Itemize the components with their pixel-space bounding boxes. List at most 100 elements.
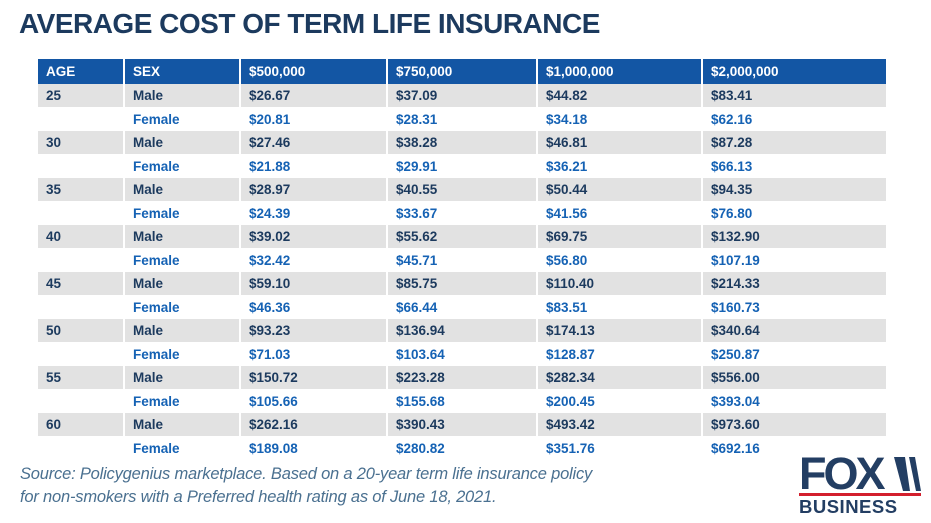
logo-fox-text: FOX (799, 448, 885, 499)
sex-cell: Male (125, 178, 241, 202)
table-row: Female $71.03 $103.64 $128.87 $250.87 (38, 342, 886, 366)
sex-cell: Male (125, 272, 241, 296)
sex-cell: Female (125, 201, 241, 225)
price-cell-750k: $29.91 (388, 154, 538, 178)
price-cell-1m: $56.80 (538, 248, 703, 272)
price-cell-750k: $45.71 (388, 248, 538, 272)
sex-cell: Female (125, 295, 241, 319)
table-header-row: AGE SEX $500,000 $750,000 $1,000,000 $2,… (38, 59, 886, 84)
price-cell-1m: $50.44 (538, 178, 703, 202)
table-row: 35 Male $28.97 $40.55 $50.44 $94.35 (38, 178, 886, 202)
price-cell-500k: $21.88 (241, 154, 388, 178)
price-cell-750k: $28.31 (388, 107, 538, 131)
price-cell-500k: $32.42 (241, 248, 388, 272)
price-cell-2m: $556.00 (703, 366, 886, 390)
price-cell-1m: $282.34 (538, 366, 703, 390)
price-cell-1m: $69.75 (538, 225, 703, 249)
age-cell (38, 248, 125, 272)
price-cell-500k: $71.03 (241, 342, 388, 366)
price-cell-500k: $24.39 (241, 201, 388, 225)
price-cell-1m: $174.13 (538, 319, 703, 343)
price-cell-750k: $66.44 (388, 295, 538, 319)
source-note: Source: Policygenius marketplace. Based … (20, 465, 593, 507)
table-row: 40 Male $39.02 $55.62 $69.75 $132.90 (38, 225, 886, 249)
price-cell-1m: $493.42 (538, 413, 703, 437)
fox-business-logo: FOX BUSINESS (799, 448, 921, 518)
page-title: AVERAGE COST OF TERM LIFE INSURANCE (19, 8, 600, 39)
table-row: 55 Male $150.72 $223.28 $282.34 $556.00 (38, 366, 886, 390)
price-cell-500k: $27.46 (241, 131, 388, 155)
price-cell-1m: $46.81 (538, 131, 703, 155)
price-cell-2m: $87.28 (703, 131, 886, 155)
price-cell-2m: $132.90 (703, 225, 886, 249)
table-row: Female $189.08 $280.82 $351.76 $692.16 (38, 436, 886, 460)
age-cell: 55 (38, 366, 125, 390)
price-cell-2m: $94.35 (703, 178, 886, 202)
sex-cell: Female (125, 389, 241, 413)
price-cell-1m: $44.82 (538, 84, 703, 108)
price-cell-750k: $223.28 (388, 366, 538, 390)
price-cell-2m: $692.16 (703, 436, 886, 460)
price-cell-2m: $340.64 (703, 319, 886, 343)
price-cell-500k: $150.72 (241, 366, 388, 390)
table-row: 25 Male $26.67 $37.09 $44.82 $83.41 (38, 84, 886, 108)
logo-top-row: FOX (799, 448, 921, 499)
price-cell-500k: $105.66 (241, 389, 388, 413)
age-cell: 60 (38, 413, 125, 437)
price-cell-2m: $66.13 (703, 154, 886, 178)
sex-cell: Male (125, 413, 241, 437)
sex-cell: Female (125, 436, 241, 460)
price-cell-2m: $62.16 (703, 107, 886, 131)
price-cell-750k: $155.68 (388, 389, 538, 413)
header-cell-1m: $1,000,000 (538, 59, 703, 84)
price-cell-500k: $39.02 (241, 225, 388, 249)
price-cell-750k: $85.75 (388, 272, 538, 296)
header-cell-500k: $500,000 (241, 59, 388, 84)
header-cell-sex: SEX (125, 59, 241, 84)
sex-cell: Male (125, 131, 241, 155)
price-cell-1m: $36.21 (538, 154, 703, 178)
price-cell-500k: $28.97 (241, 178, 388, 202)
sex-cell: Female (125, 154, 241, 178)
table-body: 25 Male $26.67 $37.09 $44.82 $83.41 Female $20.… (38, 84, 886, 460)
price-cell-750k: $37.09 (388, 84, 538, 108)
table-row: 60 Male $262.16 $390.43 $493.42 $973.60 (38, 413, 886, 437)
price-cell-750k: $390.43 (388, 413, 538, 437)
price-cell-2m: $250.87 (703, 342, 886, 366)
price-cell-500k: $26.67 (241, 84, 388, 108)
age-cell (38, 154, 125, 178)
price-cell-500k: $189.08 (241, 436, 388, 460)
table-header: AGE SEX $500,000 $750,000 $1,000,000 $2,… (38, 59, 886, 84)
age-cell (38, 107, 125, 131)
age-cell (38, 342, 125, 366)
price-cell-500k: $93.23 (241, 319, 388, 343)
logo-business-text: BUSINESS (799, 496, 898, 518)
header-cell-2m: $2,000,000 (703, 59, 886, 84)
age-cell (38, 436, 125, 460)
price-cell-1m: $200.45 (538, 389, 703, 413)
price-cell-500k: $20.81 (241, 107, 388, 131)
table-row: 30 Male $27.46 $38.28 $46.81 $87.28 (38, 131, 886, 155)
price-cell-1m: $110.40 (538, 272, 703, 296)
table-row: 45 Male $59.10 $85.75 $110.40 $214.33 (38, 272, 886, 296)
searchlight-beams-icon (894, 457, 921, 492)
age-cell: 25 (38, 84, 125, 108)
price-cell-750k: $55.62 (388, 225, 538, 249)
age-cell (38, 295, 125, 319)
sex-cell: Male (125, 366, 241, 390)
logo-red-line (799, 493, 921, 497)
price-cell-500k: $59.10 (241, 272, 388, 296)
age-cell: 40 (38, 225, 125, 249)
header-cell-age: AGE (38, 59, 125, 84)
age-cell (38, 389, 125, 413)
price-cell-2m: $214.33 (703, 272, 886, 296)
age-cell: 45 (38, 272, 125, 296)
age-cell: 35 (38, 178, 125, 202)
table-row: 50 Male $93.23 $136.94 $174.13 $340.64 (38, 319, 886, 343)
age-cell (38, 201, 125, 225)
sex-cell: Male (125, 84, 241, 108)
age-cell: 50 (38, 319, 125, 343)
price-cell-750k: $40.55 (388, 178, 538, 202)
table-row: Female $32.42 $45.71 $56.80 $107.19 (38, 248, 886, 272)
price-cell-750k: $38.28 (388, 131, 538, 155)
